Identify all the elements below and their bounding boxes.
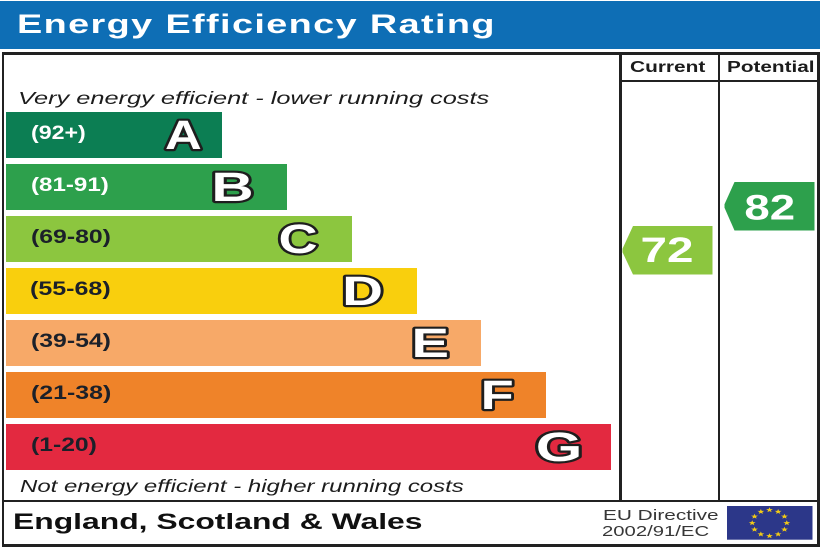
svg-text:B: B: [211, 164, 253, 210]
svg-text:82: 82: [744, 187, 795, 227]
svg-text:G: G: [536, 424, 583, 470]
svg-text:D: D: [342, 268, 383, 314]
svg-text:F: F: [481, 372, 514, 418]
svg-text:72: 72: [640, 230, 693, 270]
svg-text:A: A: [165, 112, 202, 158]
svg-text:E: E: [411, 320, 448, 366]
svg-text:C: C: [278, 216, 317, 262]
